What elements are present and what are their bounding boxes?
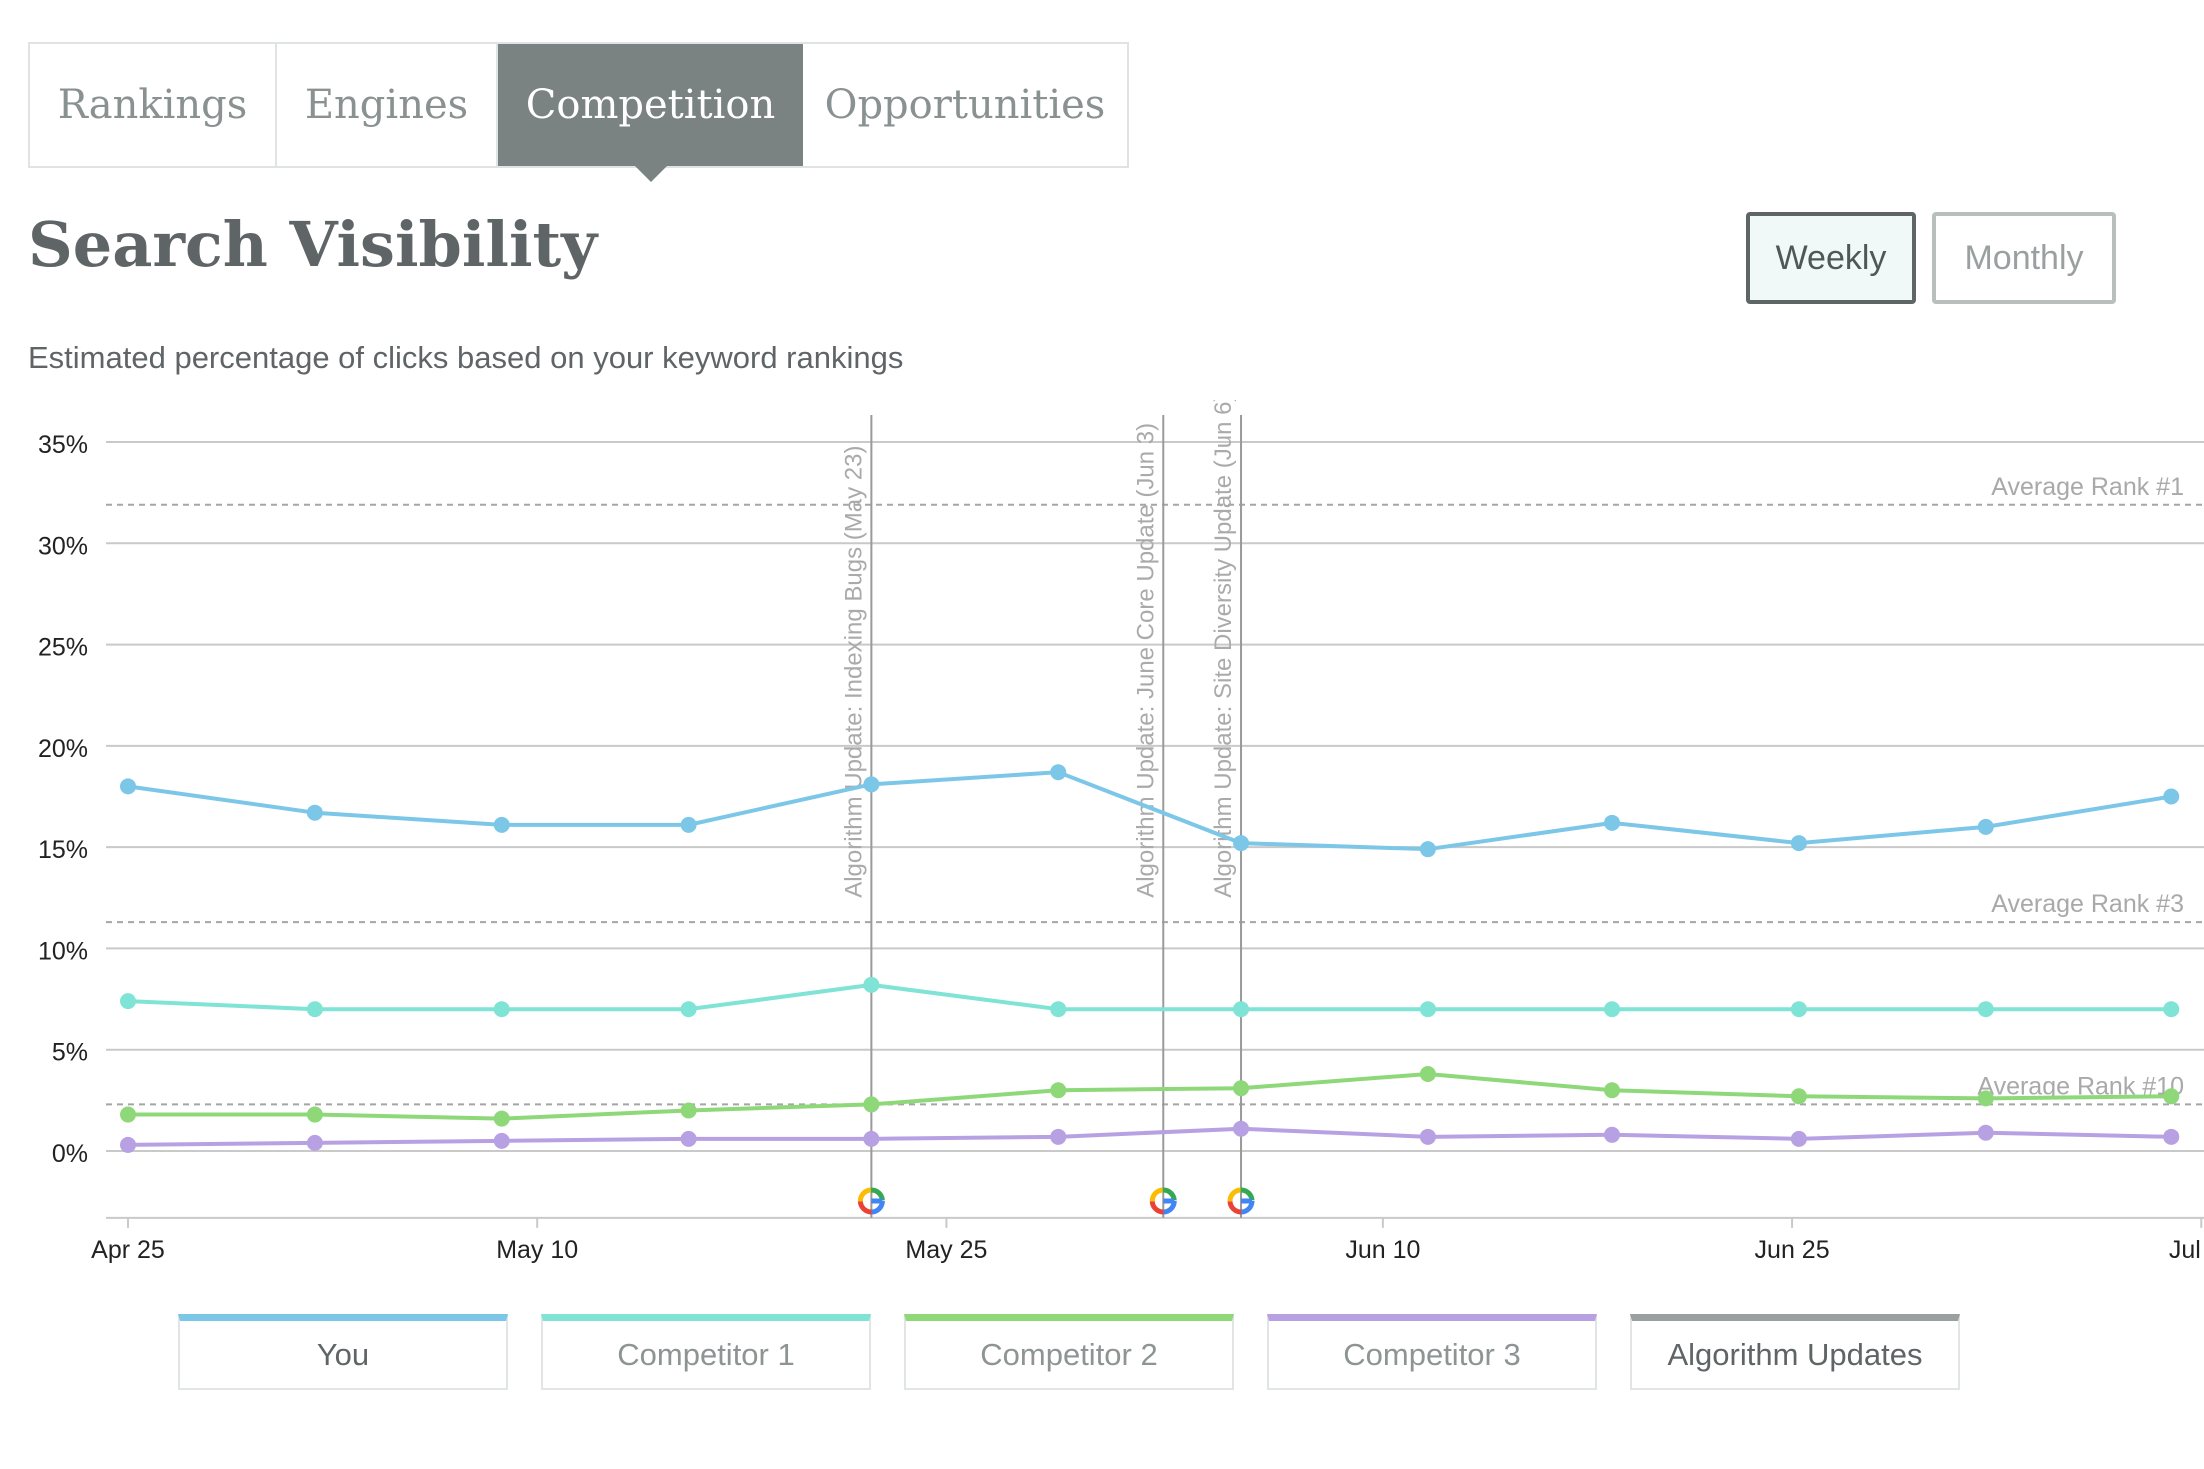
data-point (120, 1106, 136, 1123)
google-icon (857, 1187, 885, 1215)
data-point (1604, 1082, 1621, 1099)
data-point (1050, 764, 1067, 781)
data-point (493, 1132, 510, 1149)
tab-rankings[interactable]: Rankings (30, 44, 277, 166)
data-point (1419, 1128, 1436, 1145)
data-point (1977, 1090, 1994, 1107)
tab-competition[interactable]: Competition (498, 44, 803, 182)
series-line (127, 770, 2172, 852)
data-point (1233, 835, 1250, 852)
data-point (863, 1096, 880, 1113)
chart-subtitle: Estimated percentage of clicks based on … (28, 340, 904, 375)
google-icon (1227, 1187, 1255, 1215)
x-tick-label: Jul 11 (2169, 1236, 2204, 1264)
data-point (306, 1106, 323, 1123)
data-point (863, 776, 880, 793)
google-icon (1149, 1187, 1177, 1215)
data-point (1419, 1001, 1436, 1018)
data-point (680, 816, 697, 833)
data-point (120, 778, 136, 795)
data-point (2163, 788, 2180, 805)
data-point (1977, 1001, 1994, 1018)
x-tick-label: Apr 25 (91, 1236, 165, 1264)
x-tick-label: Jun 10 (1345, 1236, 1420, 1264)
legend-competitor-3[interactable]: Competitor 3 (1267, 1314, 1597, 1390)
google-icon (857, 1187, 885, 1215)
data-point (1604, 814, 1621, 831)
tab-opportunities[interactable]: Opportunities (824, 82, 1106, 128)
y-tick-label: 35% (38, 431, 88, 459)
x-tick-label: May 25 (905, 1236, 987, 1264)
data-point (1604, 1126, 1621, 1143)
google-icon (1149, 1187, 1177, 1215)
data-point (1233, 1080, 1250, 1097)
data-point (493, 1001, 510, 1018)
series-line (127, 982, 2172, 1012)
data-point (863, 1130, 880, 1147)
x-tick-label: May 10 (496, 1236, 578, 1264)
data-point (680, 1130, 697, 1147)
reference-line-label: Average Rank #3 (1991, 890, 2184, 918)
y-tick-label: 10% (38, 937, 88, 965)
data-point (1977, 1124, 1994, 1141)
google-icon (1227, 1187, 1255, 1215)
tab-engines[interactable]: Engines (277, 44, 498, 166)
data-point (680, 1102, 697, 1119)
chart-legend: You Competitor 1 Competitor 2 Competitor… (0, 1314, 2204, 1394)
data-point (493, 1110, 510, 1127)
data-point (1233, 1001, 1250, 1018)
data-point (306, 804, 323, 821)
data-point (1977, 818, 1994, 835)
data-point (1604, 1001, 1621, 1018)
google-icon (1227, 1187, 1255, 1215)
data-point (2163, 1088, 2180, 1105)
data-point (1050, 1128, 1067, 1145)
data-point (1790, 1001, 1807, 1018)
data-point (1790, 835, 1807, 852)
legend-algorithm-updates[interactable]: Algorithm Updates (1630, 1314, 1960, 1390)
series-line (128, 1072, 2172, 1121)
page-title: Search Visibility (28, 208, 598, 281)
algorithm-update-label: Algorithm Update: June Core Update (Jun … (1132, 423, 1159, 898)
tab-bar: Rankings Engines Competition Opportuniti… (28, 42, 1129, 182)
google-icon (857, 1187, 885, 1215)
data-point (1790, 1088, 1807, 1105)
algorithm-update-label: Algorithm Update: Indexing Bugs (May 23) (840, 446, 867, 898)
reference-line-label: Average Rank #1 (1991, 473, 2184, 501)
y-tick-label: 15% (38, 836, 88, 864)
x-tick-label: Jun 25 (1755, 1236, 1830, 1264)
data-point (2163, 1001, 2180, 1018)
y-tick-label: 25% (38, 634, 88, 662)
weekly-button[interactable]: Weekly (1746, 212, 1916, 304)
data-point (1419, 841, 1436, 858)
monthly-button[interactable]: Monthly (1932, 212, 2116, 304)
series-line (127, 1126, 2172, 1147)
y-tick-label: 30% (38, 532, 88, 560)
data-point (1050, 1082, 1067, 1099)
data-point (306, 1001, 323, 1018)
data-point (1233, 1120, 1250, 1137)
y-tick-label: 0% (52, 1140, 88, 1168)
google-icon (1149, 1187, 1177, 1215)
y-tick-label: 5% (52, 1039, 88, 1067)
data-point (1050, 1001, 1067, 1018)
data-point (1790, 1130, 1807, 1147)
data-point (120, 1136, 136, 1153)
legend-you[interactable]: You (178, 1314, 508, 1390)
legend-competitor-2[interactable]: Competitor 2 (904, 1314, 1234, 1390)
algorithm-update-label: Algorithm Update: Site Diversity Update … (1210, 400, 1237, 898)
data-point (120, 993, 136, 1010)
data-point (306, 1134, 323, 1151)
y-tick-label: 20% (38, 735, 88, 763)
legend-competitor-1[interactable]: Competitor 1 (541, 1314, 871, 1390)
data-point (493, 816, 510, 833)
data-point (2163, 1128, 2180, 1145)
data-point (863, 976, 880, 993)
search-visibility-chart: 35% 30% 25% 20% 15% 10% 5% 0% Apr 25 May 10 May 25… (38, 400, 2204, 1264)
data-point (1419, 1066, 1436, 1083)
data-point (680, 1001, 697, 1018)
